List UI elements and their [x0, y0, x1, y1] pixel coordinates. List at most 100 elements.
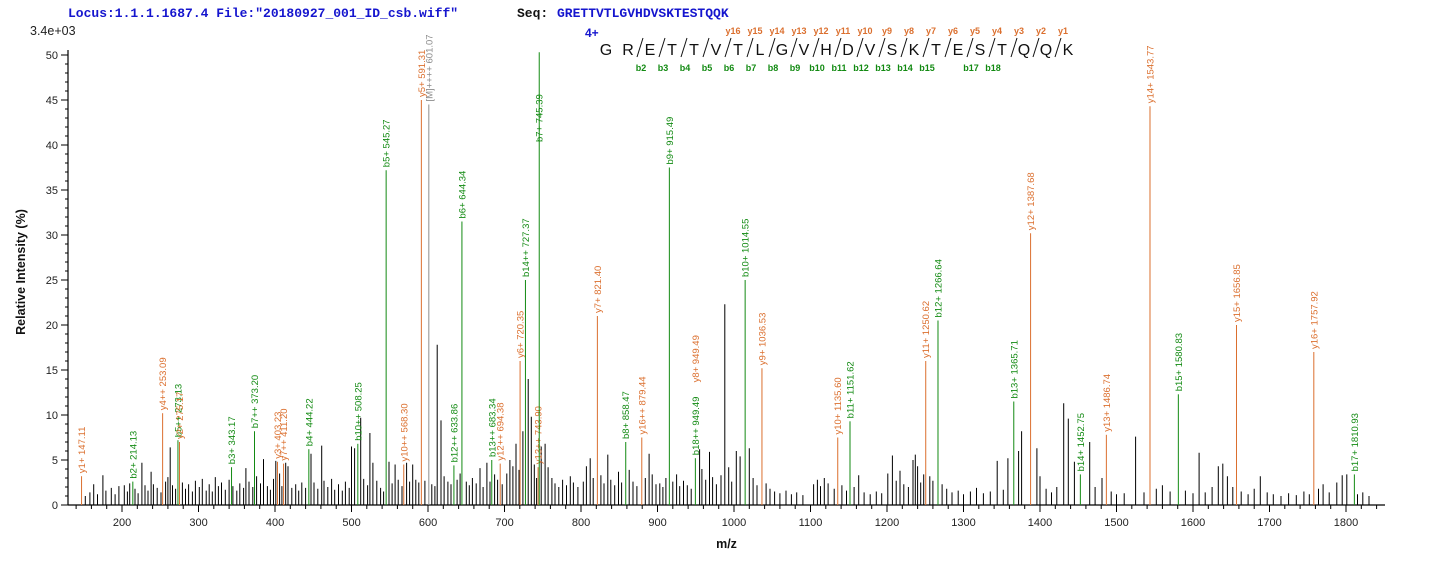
x-tick-label: 600 — [419, 517, 437, 529]
max-intensity-label: 3.4e+03 — [30, 24, 76, 38]
peak-label: b13++ 683.34 — [487, 398, 498, 457]
peak-label: b12+ 1266.64 — [933, 259, 944, 317]
x-tick-label: 1300 — [951, 517, 975, 529]
peak-label: y10+ 1135.60 — [833, 377, 844, 434]
fragmentation-slash — [746, 37, 754, 58]
residue-letter: V — [799, 42, 810, 59]
peak-label: b10++ 508.25 — [353, 382, 364, 441]
residue-letter: G — [776, 42, 788, 59]
peak-label: b15+ 1580.83 — [1174, 333, 1185, 391]
fragmentation-slash — [702, 37, 710, 58]
x-tick-label: 500 — [342, 517, 360, 529]
y-tick-label: 10 — [46, 410, 58, 422]
peak-label: b14++ 727.37 — [521, 218, 532, 277]
x-tick-label: 1200 — [875, 517, 899, 529]
fragmentation-slash — [1054, 37, 1062, 58]
y-ion-label: y11 — [836, 26, 851, 36]
peak-label: y16+ 1757.92 — [1309, 291, 1320, 349]
locus-file-text: Locus:1.1.1.1687.4 File:"20180927_001_ID… — [68, 6, 459, 21]
peak-label: y8+ 949.49 — [691, 335, 702, 382]
fragmentation-slash — [966, 37, 974, 58]
b-ion-label: b14 — [897, 63, 913, 73]
peak-label: b6+ 644.34 — [457, 171, 468, 219]
y-ion-label: y14 — [769, 26, 784, 36]
peak-label: y16++ 879.44 — [637, 376, 648, 434]
fragmentation-slash — [900, 37, 908, 58]
peak-label: y3+ 403.23 — [273, 412, 284, 459]
peak-label: y6+ 720.35 — [516, 311, 527, 358]
b-ion-label: b6 — [724, 63, 735, 73]
x-tick-label: 1700 — [1257, 517, 1281, 529]
x-tick-label: 700 — [495, 517, 513, 529]
peak-label: b7++ 373.20 — [250, 375, 261, 428]
residue-letter: K — [1063, 42, 1074, 59]
y-ion-label: y16 — [725, 26, 740, 36]
b-ion-label: b9 — [790, 63, 801, 73]
peak-label: b14+ 1452.75 — [1076, 413, 1087, 471]
labeled-peaks: y1+ 147.11 b2+ 214.13 y4++ 253.09 b5++ 273.… — [77, 34, 1361, 505]
unlabeled-peaks — [84, 304, 1370, 505]
x-tick-label: 200 — [113, 517, 131, 529]
fragmentation-slash — [768, 37, 776, 58]
b-ion-label: b3 — [658, 63, 669, 73]
y-ion-label: y2 — [1036, 26, 1046, 36]
peak-label: y5+ 591.31 — [417, 50, 428, 97]
peak-label: b8+ 858.47 — [621, 391, 632, 439]
b-ion-label: b15 — [919, 63, 935, 73]
b-ion-label: b11 — [831, 63, 846, 73]
y-tick-label: 20 — [46, 320, 58, 332]
axes — [67, 50, 1385, 506]
fragmentation-slash — [878, 37, 886, 58]
peak-label: b3+ 343.17 — [227, 416, 238, 464]
peak-label: y9+ 1036.53 — [757, 313, 768, 366]
x-tick-label: 1100 — [799, 517, 823, 529]
fragmentation-slash — [790, 37, 798, 58]
peak-label: b5++ 273.13 — [173, 384, 184, 437]
residue-letter: V — [865, 42, 876, 59]
peak-label: b17+ 1810.93 — [1350, 413, 1361, 471]
residue-letter: Q — [1040, 42, 1052, 59]
residue-letter: T — [931, 42, 941, 59]
fragmentation-slash — [1010, 37, 1018, 58]
b-ion-label: b8 — [768, 63, 779, 73]
y-ion-label: y6 — [948, 26, 958, 36]
x-tick-label: 900 — [648, 517, 666, 529]
peak-label: y1+ 147.11 — [77, 427, 88, 474]
y-ion-label: y5 — [970, 26, 980, 36]
peak-label: y7++ 411.20 — [279, 408, 290, 460]
peak-label: y14+ 1543.77 — [1145, 45, 1156, 103]
x-tick-label: 300 — [189, 517, 207, 529]
peak-label: y2+ 275.17 — [175, 392, 186, 439]
peak-label: b4+ 444.22 — [304, 398, 315, 446]
seq-label: Seq: — [517, 6, 549, 21]
y-ion-label: y13 — [791, 26, 806, 36]
residue-letter: T — [733, 42, 743, 59]
b-ion-label: b13 — [875, 63, 891, 73]
peak-label: b9+ 915.49 — [665, 117, 676, 165]
residue-letter: K — [909, 42, 920, 59]
y-ion-label: y4 — [992, 26, 1002, 36]
y-tick-label: 35 — [46, 185, 58, 197]
y-tick-label: 0 — [52, 500, 58, 512]
residue-letter: T — [689, 42, 699, 59]
y-ion-label: y3 — [1014, 26, 1024, 36]
fragmentation-slash — [724, 37, 732, 58]
fragmentation-slash — [812, 37, 820, 58]
peak-label: y10++ 568.30 — [399, 403, 410, 461]
peak-label: b5+ 545.27 — [382, 119, 393, 167]
y-tick-label: 5 — [52, 455, 58, 467]
peak-label: y7+ 821.40 — [593, 266, 604, 313]
y-ion-label: y7 — [926, 26, 936, 36]
peak-label: y13+ 1486.74 — [1102, 374, 1113, 432]
fragmentation-slash — [658, 37, 666, 58]
peak-label: y11+ 1250.62 — [921, 301, 932, 358]
x-tick-label: 1400 — [1028, 517, 1052, 529]
y-ion-label: y9 — [882, 26, 892, 36]
fragmentation-slash — [988, 37, 996, 58]
peak-label: b7+ 745.39 — [535, 94, 546, 142]
residue-letter: E — [645, 42, 656, 59]
peak-label: b10+ 1014.55 — [741, 219, 752, 277]
peak-label: b18++ 949.49 — [691, 397, 702, 456]
y-ion-label: y10 — [857, 26, 872, 36]
